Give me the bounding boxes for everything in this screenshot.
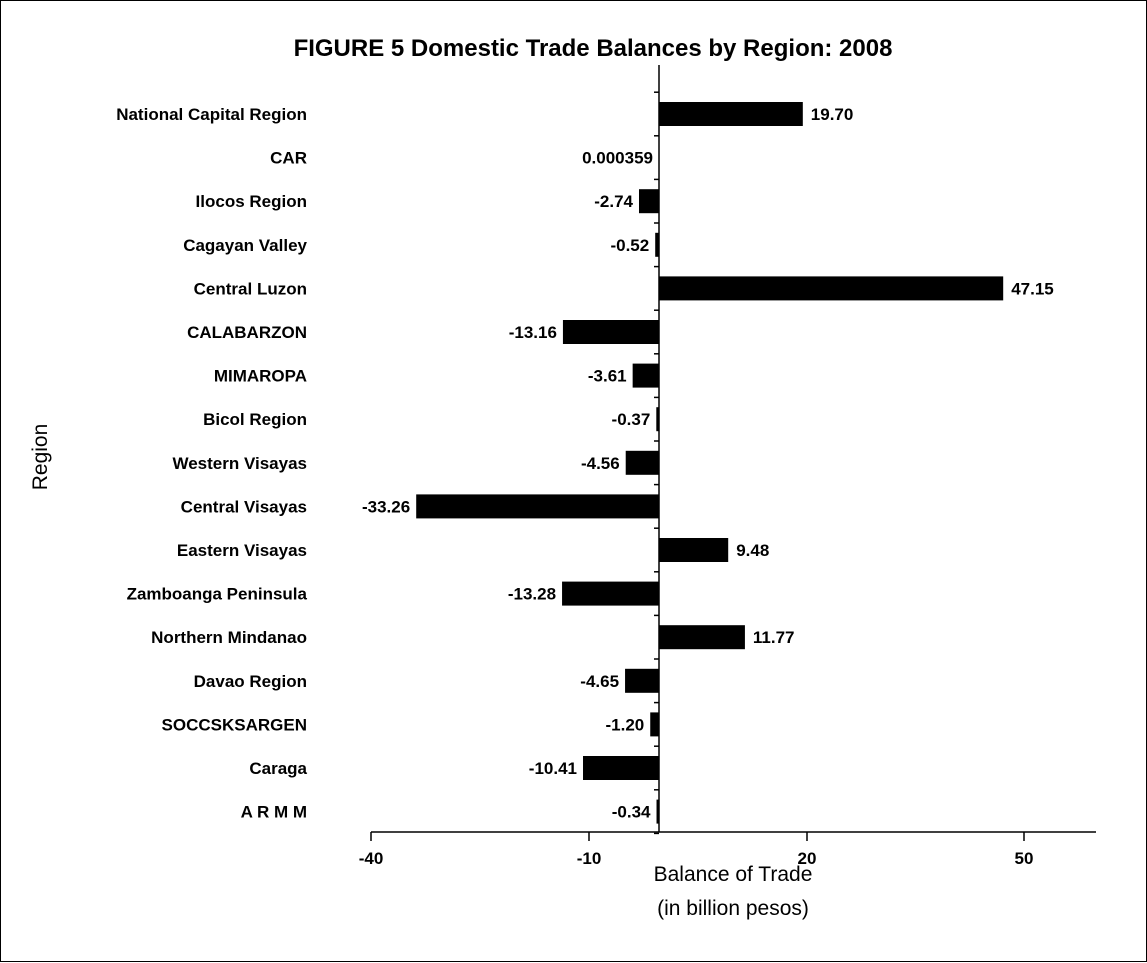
bar-a-r-m-m <box>656 799 659 824</box>
category-label-davao-region: Davao Region <box>194 672 307 691</box>
bars-group <box>416 102 1004 824</box>
value-label-bicol-region: -0.37 <box>612 410 651 429</box>
x-axis-ticks: -40 -10 20 50 <box>359 832 1034 868</box>
value-label-national-capital-region: 19.70 <box>811 105 854 124</box>
category-label-caraga: Caraga <box>249 759 307 778</box>
x-tick-label: -40 <box>359 849 384 868</box>
category-label-western-visayas: Western Visayas <box>172 454 307 473</box>
value-label-northern-mindanao: 11.77 <box>753 628 795 647</box>
y-axis-ticks <box>654 91 659 835</box>
value-label-central-visayas: -33.26 <box>362 497 410 516</box>
bar-cagayan-valley <box>655 232 659 257</box>
bar-northern-mindanao <box>659 625 745 650</box>
category-label-ilocos-region: Ilocos Region <box>196 192 307 211</box>
x-tick-label: 20 <box>798 849 817 868</box>
category-label-mimaropa: MIMAROPA <box>214 367 307 386</box>
chart-title: FIGURE 5 Domestic Trade Balances by Regi… <box>294 35 893 62</box>
x-axis-label-line-2: (in billion pesos) <box>657 897 809 920</box>
category-label-northern-mindanao: Northern Mindanao <box>151 628 307 647</box>
x-tick-label: -10 <box>577 849 602 868</box>
value-label-calabarzon: -13.16 <box>509 323 557 342</box>
bar-zamboanga-peninsula <box>562 581 659 606</box>
x-axis-label-line-1: Balance of Trade <box>654 863 813 886</box>
bar-caraga <box>583 756 659 780</box>
value-label-central-luzon: 47.15 <box>1011 279 1054 298</box>
bar-davao-region <box>625 668 659 693</box>
bar-soccsksargen <box>650 712 659 737</box>
category-label-central-visayas: Central Visayas <box>181 497 307 516</box>
category-label-cagayan-valley: Cagayan Valley <box>183 236 307 255</box>
category-label-zamboanga-peninsula: Zamboanga Peninsula <box>127 585 308 604</box>
value-label-caraga: -10.41 <box>529 759 577 778</box>
category-labels: National Capital Region CAR Ilocos Region C… <box>116 105 307 822</box>
bar-eastern-visayas <box>659 538 729 562</box>
value-label-a-r-m-m: -0.34 <box>612 803 651 822</box>
value-label-davao-region: -4.65 <box>580 672 619 691</box>
value-label-eastern-visayas: 9.48 <box>736 541 769 560</box>
value-label-car: 0.000359 <box>582 149 653 168</box>
bar-bicol-region <box>656 407 659 432</box>
bar-national-capital-region <box>659 102 803 126</box>
bar-western-visayas <box>625 450 659 475</box>
x-tick-label: 50 <box>1015 849 1034 868</box>
value-label-cagayan-valley: -0.52 <box>610 236 649 255</box>
value-label-zamboanga-peninsula: -13.28 <box>508 585 556 604</box>
y-axis-label: Region <box>29 424 52 491</box>
value-label-western-visayas: -4.56 <box>581 454 620 473</box>
bar-central-visayas <box>416 494 659 519</box>
category-label-soccsksargen: SOCCSKSARGEN <box>162 715 307 734</box>
value-label-ilocos-region: -2.74 <box>594 192 633 211</box>
category-label-car: CAR <box>270 149 307 168</box>
category-label-central-luzon: Central Luzon <box>194 279 307 298</box>
value-label-soccsksargen: -1.20 <box>605 715 644 734</box>
value-labels: 19.70 0.000359 -2.74 -0.52 47.15 -13.16 -3.61 -… <box>362 105 1054 822</box>
bar-mimaropa <box>632 363 659 388</box>
value-label-mimaropa: -3.61 <box>588 367 627 386</box>
bar-central-luzon <box>659 276 1004 301</box>
category-label-a-r-m-m: A R M M <box>241 803 307 822</box>
category-label-calabarzon: CALABARZON <box>187 323 307 342</box>
category-label-eastern-visayas: Eastern Visayas <box>177 541 307 560</box>
bar-ilocos-region <box>638 189 659 214</box>
category-label-national-capital-region: National Capital Region <box>116 105 307 124</box>
category-label-bicol-region: Bicol Region <box>203 410 307 429</box>
bar-calabarzon <box>562 320 659 344</box>
